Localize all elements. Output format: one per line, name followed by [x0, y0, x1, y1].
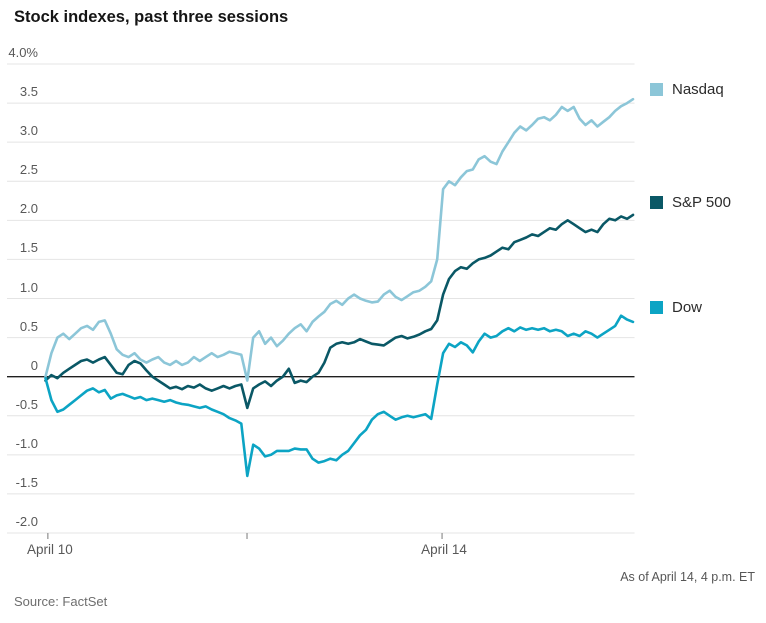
y-tick-label: 2.0	[19, 201, 38, 217]
y-tick-label: -0.5	[15, 396, 38, 412]
x-tick-label: April 14	[421, 542, 467, 557]
y-tick-label: -2.0	[15, 514, 38, 529]
x-tick-label: April 10	[26, 542, 73, 557]
y-tick-label: 3.0	[19, 123, 38, 139]
y-tick-label: 2.5	[19, 162, 38, 178]
y-tick-label: 0.5	[19, 318, 38, 334]
legend-swatch-icon	[650, 83, 663, 96]
legend-label: S&P 500	[672, 194, 731, 211]
y-tick-label: 3.5	[19, 84, 38, 100]
y-tick-label: 0	[30, 357, 38, 373]
chart-title: Stock indexes, past three sessions	[14, 8, 289, 26]
y-tick-label: -1.5	[15, 474, 38, 490]
y-tick-label: -1.0	[15, 435, 38, 451]
legend-item-nasdaq: Nasdaq	[650, 81, 724, 98]
y-tick-label: 1.5	[19, 240, 38, 256]
as-of-note: As of April 14, 4 p.m. ET	[620, 570, 755, 584]
source-note: Source: FactSet	[14, 594, 108, 609]
legend-label: Dow	[672, 299, 703, 316]
series-line-dow	[44, 314, 635, 478]
legend-swatch-icon	[650, 196, 663, 209]
y-tick-label: 1.0	[19, 279, 38, 295]
legend-item-s-p-500: S&P 500	[650, 194, 731, 211]
legend-swatch-icon	[650, 301, 663, 314]
series-line-s-p-500	[44, 213, 635, 410]
legend-label: Nasdaq	[672, 81, 724, 98]
legend-item-dow: Dow	[650, 299, 702, 316]
y-tick-label: 4.0%	[8, 45, 38, 60]
series-line-nasdaq	[44, 97, 635, 382]
